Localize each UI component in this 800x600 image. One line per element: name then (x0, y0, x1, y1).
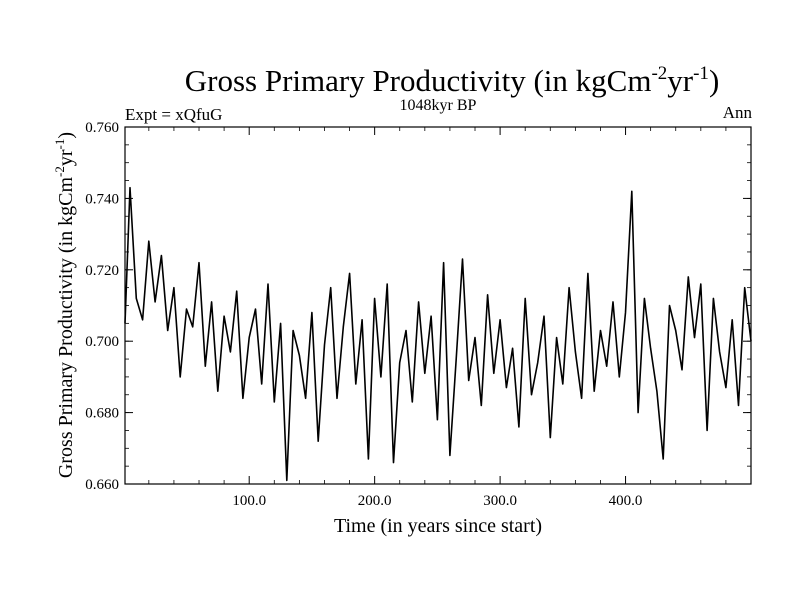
y-axis-label-sup1: -2 (52, 166, 67, 177)
chart-title-sup2: -1 (693, 63, 709, 84)
y-axis-label: Gross Primary Productivity (in kgCm-2yr-… (52, 132, 77, 478)
plot-frame (124, 126, 752, 485)
y-tick-label: 0.760 (85, 120, 119, 136)
x-tick-label: 200.0 (358, 493, 392, 509)
y-tick-label: 0.720 (85, 263, 119, 279)
season-label: Ann (723, 103, 753, 122)
chart-title-end: ) (709, 63, 719, 98)
series-group (124, 186, 752, 482)
y-tick-label: 0.740 (85, 191, 119, 207)
y-axis-label-end: ) (55, 132, 77, 139)
chart-title: Gross Primary Productivity (in kgCm-2yr-… (185, 63, 720, 98)
chart-title-sup1: -2 (651, 63, 667, 84)
series-line (124, 186, 752, 482)
expt-label: Expt = xQfuG (125, 105, 222, 124)
x-tick-label: 300.0 (483, 493, 517, 509)
y-tick-label: 0.680 (85, 406, 119, 422)
x-axis-label: Time (in years since start) (334, 515, 542, 537)
chart-title-mid: yr (667, 63, 694, 98)
x-tick-label: 400.0 (609, 493, 643, 509)
y-axis-label-sup2: -1 (52, 139, 67, 150)
chart-title-main: Gross Primary Productivity (in kgCm (185, 63, 652, 98)
y-axis-label-main: Gross Primary Productivity (in kgCm (55, 177, 77, 479)
x-tick-label: 100.0 (232, 493, 266, 509)
chart-subtitle: 1048kyr BP (400, 97, 477, 114)
y-tick-label: 0.700 (85, 334, 119, 350)
axis-ticks: 0.660 0.680 0.700 0.720 0.740 0.760 100.0 200.0… (85, 120, 751, 509)
y-tick-label: 0.660 (85, 477, 119, 493)
y-axis-label-mid: yr (55, 149, 77, 166)
